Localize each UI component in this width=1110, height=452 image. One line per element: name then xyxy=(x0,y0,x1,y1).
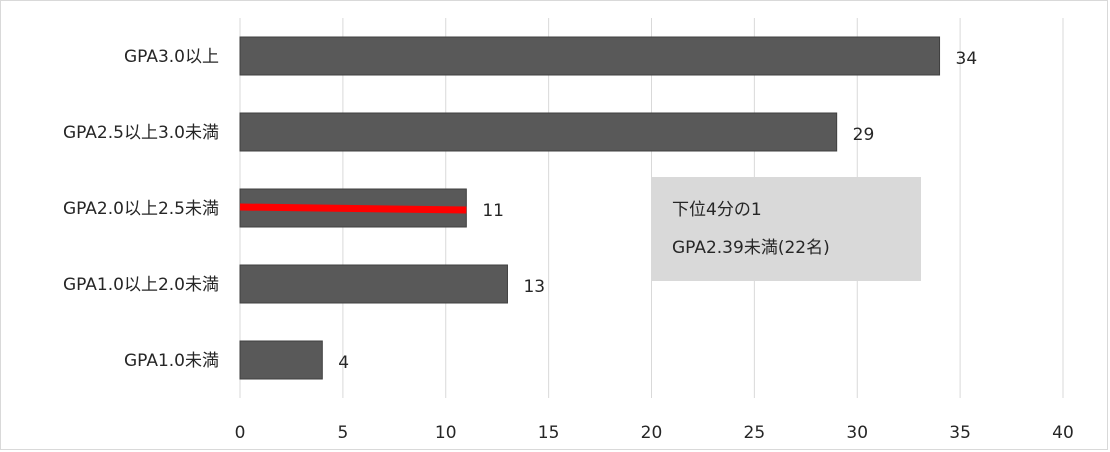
x-tick-label-10: 10 xyxy=(435,423,457,443)
annotation-line-1: 下位4分の1 xyxy=(672,200,762,220)
bar-1 xyxy=(239,112,838,152)
data-label-3: 13 xyxy=(523,277,545,297)
category-label-1: GPA2.5以上3.0未満 xyxy=(63,123,219,143)
data-label-4: 4 xyxy=(338,353,349,373)
annotation-line-2: GPA2.39未満(22名) xyxy=(672,238,830,258)
bar-0 xyxy=(239,36,941,76)
x-tick-label-5: 5 xyxy=(337,423,348,443)
annotation-box: 下位4分の1 GPA2.39未満(22名) xyxy=(652,177,921,281)
category-label-3: GPA1.0以上2.0未満 xyxy=(63,275,219,295)
data-label-1: 29 xyxy=(853,125,875,145)
x-tick-label-25: 25 xyxy=(744,423,766,443)
category-label-2: GPA2.0以上2.5未満 xyxy=(63,199,219,219)
x-tick-label-35: 35 xyxy=(949,423,971,443)
bar-4 xyxy=(239,340,323,380)
x-tick-label-40: 40 xyxy=(1052,423,1074,443)
threshold-marker-line xyxy=(239,203,467,214)
category-label-0: GPA3.0以上 xyxy=(124,47,219,67)
bar-3 xyxy=(239,264,508,304)
x-tick-label-15: 15 xyxy=(538,423,560,443)
x-tick-label-20: 20 xyxy=(641,423,663,443)
x-tick-label-30: 30 xyxy=(846,423,868,443)
x-tick-label-0: 0 xyxy=(235,423,246,443)
category-label-4: GPA1.0未満 xyxy=(124,351,219,371)
data-label-0: 34 xyxy=(956,49,978,69)
data-label-2: 11 xyxy=(482,201,504,221)
